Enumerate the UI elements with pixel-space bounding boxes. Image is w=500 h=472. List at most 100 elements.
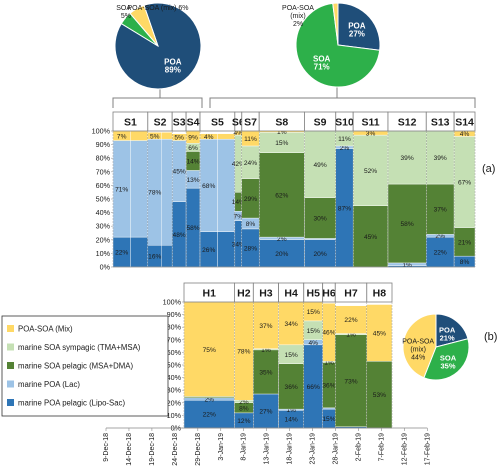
bar-segment xyxy=(161,132,173,140)
y-tick-label: 60% xyxy=(96,181,111,190)
data-label: 68% xyxy=(202,183,215,190)
data-label: 22% xyxy=(434,250,447,257)
data-label: 71% xyxy=(115,186,128,193)
data-label: 8% xyxy=(460,259,470,266)
pie-label: (mix) xyxy=(410,347,426,354)
date-tick-label: 24-Dec-18 xyxy=(172,433,179,466)
date-tick-label: 17-Feb-19 xyxy=(424,433,431,465)
data-label: 78% xyxy=(148,190,161,197)
pie-label: (mix) xyxy=(290,13,306,20)
segment-header-label: S13 xyxy=(431,117,450,129)
legend-swatch xyxy=(7,362,14,369)
date-tick-label: 14-Dec-18 xyxy=(126,433,133,466)
data-label: 21% xyxy=(458,239,471,246)
data-label: 62% xyxy=(275,192,288,199)
pie-slice xyxy=(337,2,381,51)
pie-label: POA xyxy=(348,21,366,30)
bar-segment xyxy=(258,152,305,238)
bar-segment xyxy=(130,140,149,238)
bar-segment xyxy=(304,197,336,239)
data-label: 28% xyxy=(244,245,257,252)
y-tick-label: 0% xyxy=(100,263,111,272)
segment-header-label: H8 xyxy=(373,288,387,300)
segment-header-label: S9 xyxy=(314,117,327,129)
group-bracket xyxy=(112,97,203,108)
segment-header-label: S3 xyxy=(173,117,186,129)
date-tick-label: 9-Dec-18 xyxy=(103,433,110,462)
bar-segment xyxy=(183,301,235,397)
bar-segment xyxy=(304,238,336,241)
bar-segment xyxy=(217,231,236,268)
data-label: 37% xyxy=(434,207,447,214)
bar-segment xyxy=(253,349,279,395)
segment-header-label: H2 xyxy=(237,288,251,300)
pie-label-value: 2% xyxy=(293,21,303,28)
bar-segment xyxy=(253,301,279,349)
pie-label: POA-SOA xyxy=(402,339,434,346)
pie-slice xyxy=(435,313,469,348)
data-label: 29% xyxy=(244,196,257,203)
data-label: 2% xyxy=(204,397,214,404)
y-tick-label: 80% xyxy=(167,323,182,332)
segment-header-label: H3 xyxy=(259,288,273,300)
date-tick-label: 23-Jan-19 xyxy=(310,433,317,465)
y-tick-label: 100% xyxy=(163,298,182,307)
data-label: 22% xyxy=(115,250,128,257)
data-label: 53% xyxy=(373,392,386,399)
data-label: 1% xyxy=(324,359,334,366)
data-label: 39% xyxy=(401,155,414,162)
y-tick-label: 50% xyxy=(167,361,182,370)
segment-header-label: H1 xyxy=(202,288,216,300)
data-label: 14% xyxy=(232,199,245,206)
legend-label: marine POA pelagic (Lipo-Sac) xyxy=(18,399,125,408)
bar-segment xyxy=(217,138,236,232)
data-label: 9% xyxy=(188,135,198,142)
date-tick-label: 18-Jan-19 xyxy=(287,433,294,465)
segment-header-label: S8 xyxy=(275,117,288,129)
data-label: 4% xyxy=(234,130,244,137)
data-label: 39% xyxy=(434,155,447,162)
panel-label: (b) xyxy=(484,331,497,343)
bar-segment xyxy=(304,239,336,268)
legend-label: POA-SOA (Mix) xyxy=(18,325,73,334)
legend-swatch xyxy=(7,343,14,351)
data-label: 1% xyxy=(286,407,296,414)
legend-label: marine SOA sympagic (TMA+MSA) xyxy=(18,343,141,352)
data-label: 58% xyxy=(186,225,199,232)
pie-label: SOA xyxy=(313,54,331,63)
y-tick-label: 90% xyxy=(167,310,182,319)
data-label: 14% xyxy=(186,158,199,165)
segment-header-label: S14 xyxy=(455,117,474,129)
data-label: 22% xyxy=(344,317,357,324)
data-label: 5% xyxy=(150,133,160,140)
y-tick-label: 40% xyxy=(96,208,111,217)
data-label: 15% xyxy=(307,328,320,335)
data-label: 20% xyxy=(314,251,327,258)
data-label: 11% xyxy=(338,136,351,143)
data-label: 66% xyxy=(307,384,320,391)
bar-segment xyxy=(366,304,393,362)
data-label: 20% xyxy=(275,251,288,258)
data-label: 14% xyxy=(285,417,298,424)
date-tick-label: 2-Feb-19 xyxy=(355,433,362,462)
legend-box xyxy=(1,315,169,417)
date-tick-label: 13-Jan-19 xyxy=(264,433,271,465)
data-label: 13% xyxy=(186,177,199,184)
y-tick-label: 20% xyxy=(96,235,111,244)
legend-swatch xyxy=(7,399,14,406)
data-label: 8% xyxy=(246,221,256,228)
y-tick-label: 100% xyxy=(92,127,111,136)
data-label: 58% xyxy=(401,221,414,228)
legend-label: marine SOA pelagic (MSA+DMA) xyxy=(18,362,133,371)
pie-label: SOA xyxy=(440,354,457,363)
data-label: 45% xyxy=(173,169,186,176)
data-label: 11% xyxy=(244,136,257,143)
bar-segment xyxy=(183,400,235,429)
pie-label-value: 21% xyxy=(440,334,455,343)
data-label: 36% xyxy=(285,384,298,391)
date-tick-label: 19-Dec-18 xyxy=(149,433,156,466)
data-label: 1% xyxy=(346,332,356,339)
data-label: 15% xyxy=(275,140,288,147)
bar-segment xyxy=(366,361,393,429)
